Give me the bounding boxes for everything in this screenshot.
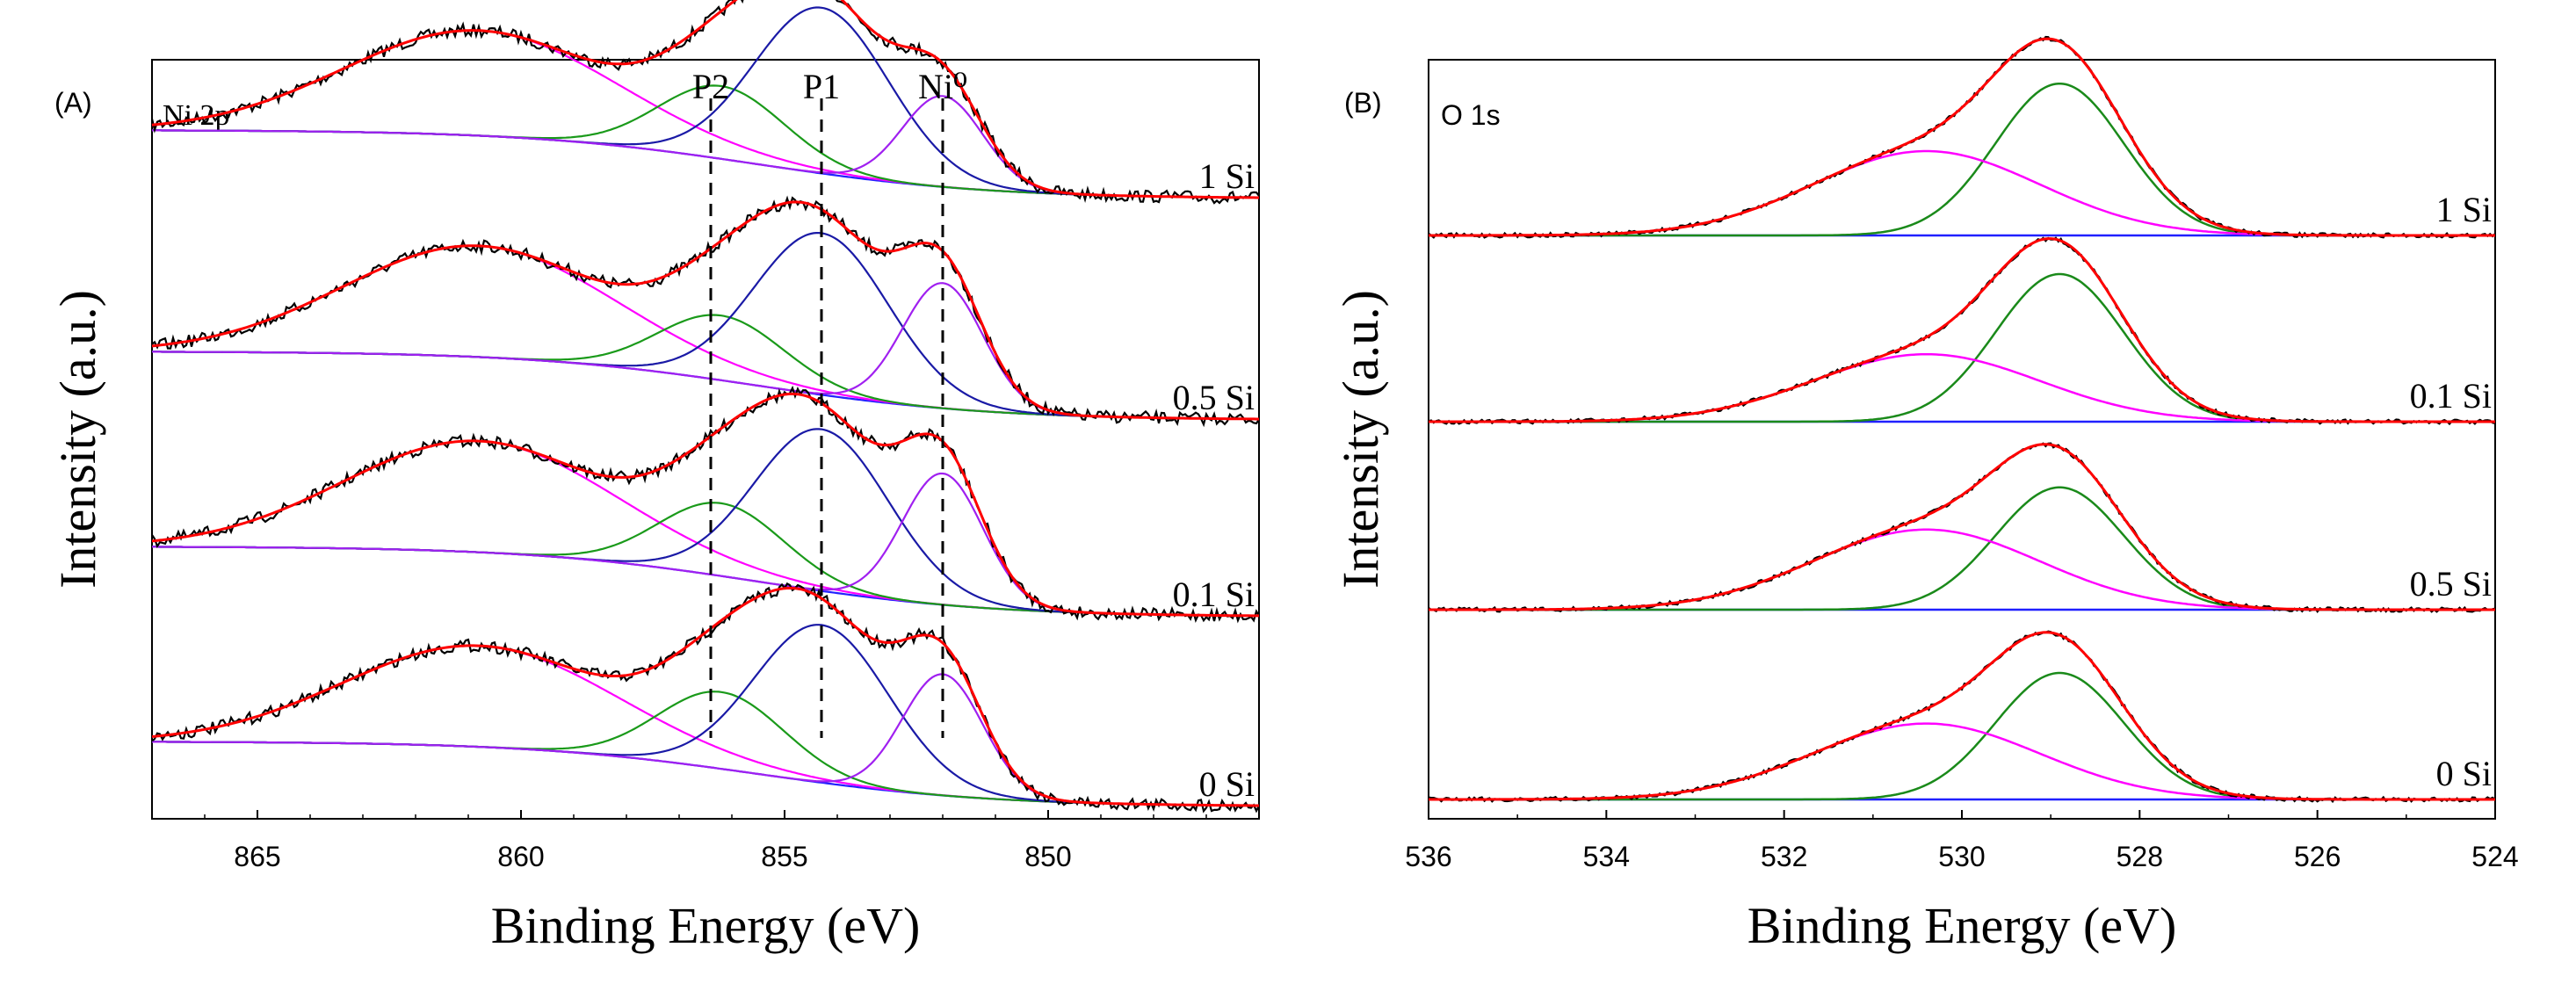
panel-a-frame: [151, 59, 1260, 820]
panel-a-reference-lines: P2 P1 Ni⁰: [692, 67, 967, 738]
panel-b-x-ticks: 536 534 532 530 528 526 524: [1405, 810, 2519, 872]
x-tick-label: 524: [2471, 841, 2518, 872]
component-p2: [152, 691, 1259, 807]
fit-envelope-line: [1429, 37, 2495, 237]
x-tick-label: 534: [1583, 841, 1630, 872]
raw-data-line: [151, 195, 1260, 428]
fit-envelope-line: [1429, 443, 2495, 611]
panel-a-plots: 1 Si 0.5 Si 0.1 Si 0 Si: [150, 0, 1260, 814]
background-line: [152, 351, 1259, 421]
panel-b-frame: [1428, 59, 2496, 820]
panel-a-y-axis-title: Intensity (a.u.): [49, 290, 106, 589]
x-tick-label: 860: [497, 841, 544, 872]
component-satellite: [151, 644, 1259, 807]
panel-a-x-ticks: 865 860 855 850: [204, 810, 1207, 872]
component-o-defect: [1429, 528, 2495, 611]
fit-envelope-line: [151, 0, 1259, 199]
fit-envelope-line: [1429, 237, 2495, 423]
series-label: 0 Si: [1199, 764, 1255, 804]
fit-envelope-line: [151, 586, 1259, 807]
o1s-spectrum-0_5-Si: 0.5 Si: [1428, 442, 2496, 613]
panel-b-plots: 1 Si 0.1 Si 0.5 Si 0 Si: [1428, 35, 2496, 804]
background-line: [152, 741, 1259, 807]
x-tick-label: 855: [761, 841, 807, 872]
raw-data-line: [1428, 236, 2496, 426]
component-p1: [152, 428, 1259, 617]
background-line: [152, 546, 1259, 617]
panel-b-y-axis-title: Intensity (a.u.): [1332, 290, 1389, 589]
series-label: 0 Si: [2436, 754, 2492, 793]
x-tick-label: 526: [2294, 841, 2341, 872]
fit-envelope-line: [151, 200, 1259, 421]
component-o-defect: [1429, 352, 2495, 423]
ni2p-spectrum-0_5-Si: 0.5 Si: [151, 195, 1260, 428]
ni2p-spectrum-0-Si: 0 Si: [151, 582, 1260, 814]
series-label: 0.1 Si: [1173, 575, 1255, 614]
x-tick-label: 532: [1761, 841, 1807, 872]
panel-a-label: (A): [54, 87, 92, 119]
ni2p-spectrum-1-Si: 1 Si: [150, 0, 1260, 205]
panel-b-region: O 1s: [1441, 99, 1501, 131]
x-tick-label: 865: [234, 841, 280, 872]
component-satellite: [151, 244, 1259, 421]
component-satellite: [151, 439, 1259, 617]
component-p2: [152, 314, 1259, 421]
component-o-defect: [1429, 149, 2495, 237]
fit-envelope-line: [151, 392, 1259, 618]
panel-b-x-axis-title: Binding Energy (eV): [1747, 897, 2177, 954]
component-satellite: [151, 29, 1259, 199]
component-p1: [152, 624, 1259, 807]
component-ni0: [152, 95, 1259, 199]
component-p1: [152, 232, 1259, 421]
component-o-lattice: [1429, 272, 2495, 423]
panel-a-x-axis-title: Binding Energy (eV): [491, 897, 921, 954]
ni2p-spectrum-0_1-Si: 0.1 Si: [151, 385, 1260, 624]
raw-data-line: [1428, 442, 2496, 613]
o1s-spectrum-0_1-Si: 0.1 Si: [1428, 236, 2496, 426]
x-tick-label: 530: [1938, 841, 1985, 872]
raw-data-line: [151, 582, 1260, 814]
x-tick-label: 850: [1024, 841, 1071, 872]
component-o-lattice: [1429, 671, 2495, 801]
series-label: 0.5 Si: [1173, 378, 1255, 417]
ref-label-p1: P1: [803, 67, 840, 106]
ref-label-ni0: Ni⁰: [918, 67, 967, 106]
series-label: 0.5 Si: [2410, 564, 2492, 604]
o1s-spectrum-0-Si: 0 Si: [1428, 630, 2496, 804]
component-p2: [152, 502, 1259, 617]
series-label: 1 Si: [1199, 156, 1255, 196]
ref-label-p2: P2: [692, 67, 729, 106]
panel-b-label: (B): [1344, 87, 1382, 119]
raw-data-line: [1428, 630, 2496, 804]
x-tick-label: 536: [1405, 841, 1451, 872]
series-label: 1 Si: [2436, 190, 2492, 229]
raw-data-line: [1428, 35, 2496, 239]
fit-envelope-line: [1429, 631, 2495, 801]
series-label: 0.1 Si: [2410, 376, 2492, 416]
component-o-lattice: [1429, 486, 2495, 611]
o1s-spectrum-1-Si: 1 Si: [1428, 35, 2496, 239]
component-o-defect: [1429, 722, 2495, 801]
background-line: [152, 129, 1259, 199]
raw-data-line: [151, 385, 1260, 624]
x-tick-label: 528: [2117, 841, 2163, 872]
